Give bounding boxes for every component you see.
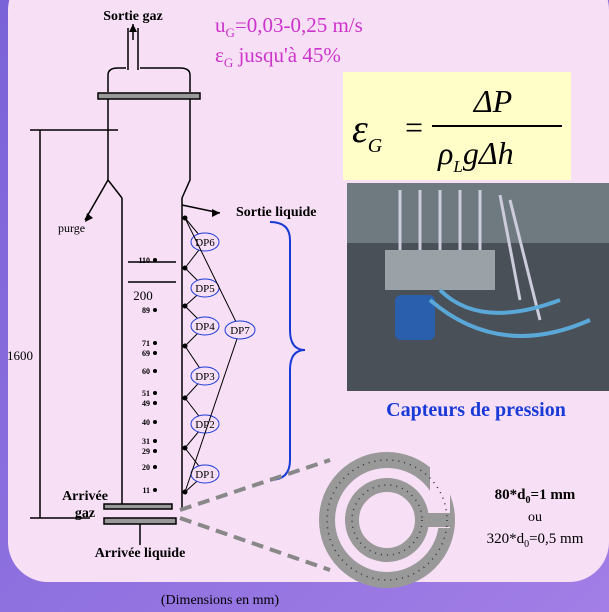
gas-in: gaz <box>75 506 95 521</box>
tap-dot <box>153 308 157 312</box>
tap-label: 49 <box>142 399 150 408</box>
footer: (Dimensions en mm) <box>161 593 280 608</box>
tap-label: 69 <box>142 349 150 358</box>
tap-label: 31 <box>142 437 150 446</box>
gas-in: Arrivée <box>62 489 108 504</box>
gas-out: Sortie gaz <box>103 9 162 24</box>
dp-ellipse <box>190 232 220 252</box>
width-label: 200 <box>133 288 153 303</box>
tap-label: 20 <box>142 463 150 472</box>
formula-eq: = <box>405 109 423 145</box>
dp-ellipse <box>190 366 220 386</box>
dp-ellipse <box>224 320 256 340</box>
formula-den: ρLgΔh <box>437 135 514 176</box>
sparger-option: 320*d0=0,5 mm <box>487 531 584 550</box>
sparger-or: ou <box>528 510 542 525</box>
dp-label: DP6 <box>195 237 215 249</box>
dp-label: DP5 <box>195 283 215 295</box>
tap-dot <box>153 351 157 355</box>
tap-dot <box>153 258 157 262</box>
tap-label: 40 <box>142 418 150 427</box>
tap-dot <box>153 341 157 345</box>
tap-label: 71 <box>142 339 150 348</box>
tap-dot <box>153 439 157 443</box>
brace <box>269 221 306 481</box>
tap-label: 89 <box>142 306 150 315</box>
dp-label: DP1 <box>195 469 215 481</box>
holdup: εG jusqu'à 45% <box>215 43 341 70</box>
sparger-option: 80*d0=1 mm <box>495 487 576 506</box>
dp-label: DP2 <box>195 419 215 431</box>
dp-label: DP4 <box>195 321 215 333</box>
tap-dot <box>153 449 157 453</box>
tap-dot <box>153 369 157 373</box>
tap-dot <box>153 401 157 405</box>
formula-lhs: εG <box>352 106 383 157</box>
formula: εG = ΔP ρLgΔh <box>352 83 562 176</box>
zoom-lines <box>179 458 331 572</box>
dp-label: DP7 <box>230 325 250 337</box>
tap-label: 110 <box>138 256 150 265</box>
height-label: 1600 <box>7 348 33 363</box>
dp-label: DP3 <box>195 371 215 383</box>
tap-dot <box>153 391 157 395</box>
tap-dot <box>153 465 157 469</box>
formula-num: ΔP <box>472 83 512 119</box>
tap-label: 11 <box>142 486 150 495</box>
sparger-ring <box>319 448 455 588</box>
purge: purge <box>58 221 85 235</box>
velocity: uG=0,03-0,25 m/s <box>215 13 363 40</box>
liquid-out: Sortie liquide <box>236 205 317 220</box>
tap-label: 51 <box>142 389 150 398</box>
tap-dot <box>153 488 157 492</box>
liquid-in: Arrivée liquide <box>95 546 186 561</box>
tap-dot <box>153 420 157 424</box>
tap-label: 60 <box>142 367 150 376</box>
sensor-photo <box>347 183 609 391</box>
dp-ellipse <box>190 316 220 336</box>
tap-label: 29 <box>142 447 150 456</box>
photo-caption: Capteurs de pression <box>386 399 566 421</box>
